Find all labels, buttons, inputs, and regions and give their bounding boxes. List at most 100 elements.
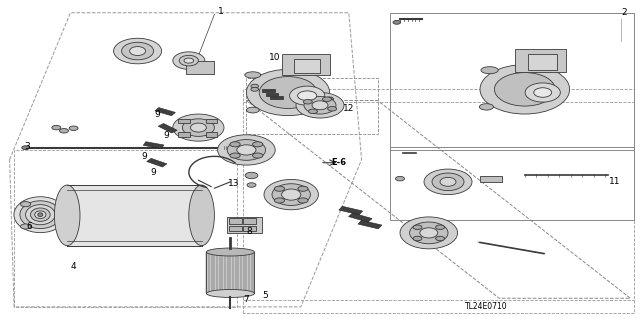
Ellipse shape [230, 153, 240, 158]
Ellipse shape [38, 213, 43, 217]
Ellipse shape [173, 52, 205, 69]
Ellipse shape [237, 145, 256, 155]
Ellipse shape [410, 222, 448, 244]
Bar [229, 218, 242, 224]
Ellipse shape [312, 101, 328, 110]
Text: 11: 11 [609, 177, 620, 186]
Ellipse shape [191, 123, 206, 132]
Text: 3: 3 [24, 142, 29, 151]
Ellipse shape [184, 58, 193, 63]
Ellipse shape [481, 67, 498, 74]
Ellipse shape [413, 225, 422, 229]
Ellipse shape [480, 65, 570, 114]
Ellipse shape [114, 38, 161, 64]
Ellipse shape [20, 201, 61, 228]
Ellipse shape [26, 205, 55, 225]
Ellipse shape [35, 211, 46, 219]
Text: 10: 10 [269, 53, 281, 62]
Ellipse shape [251, 84, 259, 88]
Polygon shape [158, 123, 177, 133]
Ellipse shape [323, 97, 332, 101]
Bar [229, 226, 242, 231]
Bar [186, 61, 214, 74]
Bar [528, 54, 557, 70]
Bar [270, 96, 283, 99]
Ellipse shape [245, 172, 258, 179]
Ellipse shape [275, 198, 285, 203]
Ellipse shape [189, 185, 214, 246]
Ellipse shape [179, 55, 198, 66]
Bar [515, 49, 566, 72]
Ellipse shape [282, 189, 301, 200]
Bar [179, 132, 190, 137]
Bar [205, 119, 217, 123]
Ellipse shape [218, 135, 275, 165]
Ellipse shape [173, 114, 224, 141]
Ellipse shape [413, 236, 422, 241]
Ellipse shape [275, 186, 285, 191]
Text: 9: 9 [154, 110, 159, 119]
Bar [262, 89, 275, 92]
Text: 6: 6 [27, 222, 32, 231]
Ellipse shape [206, 248, 254, 256]
Ellipse shape [122, 42, 154, 60]
Ellipse shape [436, 236, 445, 241]
Text: TL24E0710: TL24E0710 [465, 302, 508, 311]
Polygon shape [143, 142, 164, 149]
Ellipse shape [246, 70, 330, 116]
Text: 13: 13 [228, 179, 239, 188]
Ellipse shape [60, 129, 68, 133]
Ellipse shape [393, 20, 401, 24]
Ellipse shape [54, 185, 80, 246]
Text: 5: 5 [263, 291, 268, 300]
Bar [390, 147, 634, 220]
Bar [480, 176, 502, 182]
Ellipse shape [272, 184, 310, 205]
Text: 9: 9 [164, 131, 169, 140]
Polygon shape [10, 13, 362, 307]
Ellipse shape [253, 142, 263, 147]
Ellipse shape [289, 86, 325, 105]
Ellipse shape [230, 142, 240, 147]
Polygon shape [358, 220, 382, 229]
Ellipse shape [52, 125, 61, 130]
Ellipse shape [440, 177, 456, 186]
Ellipse shape [247, 183, 256, 187]
Ellipse shape [494, 73, 555, 106]
Ellipse shape [328, 107, 337, 111]
Bar [243, 226, 256, 231]
Ellipse shape [206, 290, 254, 297]
Ellipse shape [432, 173, 464, 191]
Bar [227, 217, 262, 233]
Bar [294, 59, 320, 73]
Text: 4: 4 [71, 262, 76, 271]
Ellipse shape [308, 109, 317, 114]
Ellipse shape [534, 88, 552, 97]
Text: 9: 9 [151, 168, 156, 177]
Ellipse shape [69, 126, 78, 130]
Polygon shape [147, 158, 167, 167]
Ellipse shape [400, 217, 458, 249]
Bar [243, 218, 256, 224]
Ellipse shape [246, 107, 259, 113]
Ellipse shape [14, 197, 67, 233]
Text: 2: 2 [621, 8, 627, 17]
Ellipse shape [525, 83, 561, 102]
Text: 12: 12 [343, 104, 355, 113]
Text: 1: 1 [218, 7, 223, 16]
Ellipse shape [31, 208, 50, 221]
Ellipse shape [424, 169, 472, 195]
Ellipse shape [304, 96, 336, 114]
Ellipse shape [22, 146, 29, 150]
Ellipse shape [298, 186, 308, 191]
Ellipse shape [129, 47, 146, 56]
Bar [205, 132, 217, 137]
Ellipse shape [420, 228, 438, 238]
Ellipse shape [436, 225, 445, 229]
Ellipse shape [251, 87, 259, 91]
Ellipse shape [245, 72, 261, 78]
Ellipse shape [264, 179, 319, 210]
Bar [179, 119, 190, 123]
Polygon shape [349, 213, 372, 222]
Text: E-6: E-6 [332, 158, 347, 167]
